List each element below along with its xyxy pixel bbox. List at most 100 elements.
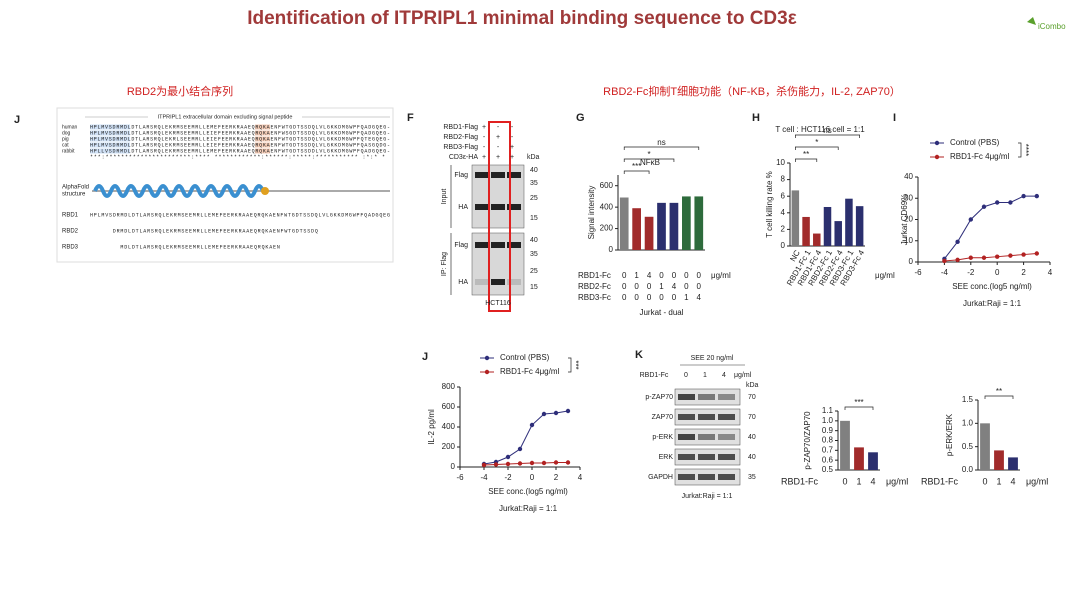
y-tick-label: 0.5 bbox=[962, 442, 974, 451]
series-point bbox=[505, 461, 511, 467]
species: rabbit bbox=[62, 148, 75, 154]
species: cat bbox=[62, 142, 69, 148]
species: human bbox=[62, 124, 78, 130]
y-tick-label: 400 bbox=[442, 422, 456, 431]
sig-bracket bbox=[623, 170, 650, 174]
construct-name: RBD1 bbox=[62, 213, 79, 219]
section-title: RBD2-Fc抑制T细胞功能（NF-KB，杀伤能力，IL-2, ZAP70） bbox=[603, 84, 901, 98]
blot-sign: - bbox=[511, 124, 514, 131]
row-value: 0 bbox=[672, 271, 677, 280]
blot-band bbox=[698, 414, 715, 420]
row-value: 1 bbox=[659, 282, 664, 291]
alignment-header: ITPRIPL1 extracellular domain excluding … bbox=[158, 114, 293, 120]
blot-band-label: ERK bbox=[659, 454, 674, 461]
row-value: 0 bbox=[634, 282, 639, 291]
sig-label: ns bbox=[657, 138, 665, 147]
blot-band-label: p-ZAP70 bbox=[645, 394, 673, 401]
blot-band bbox=[475, 204, 489, 210]
series-point bbox=[1021, 252, 1026, 257]
panel-letter: J bbox=[422, 351, 428, 363]
blot-band-label: GAPDH bbox=[648, 474, 673, 481]
conservation-shade bbox=[255, 130, 270, 136]
x-tick-label: 4 bbox=[578, 473, 583, 482]
blot-band bbox=[491, 204, 505, 210]
legend-marker bbox=[934, 140, 940, 146]
y-tick-label: 2 bbox=[781, 225, 786, 234]
sig-label: * bbox=[648, 150, 651, 159]
bar bbox=[682, 196, 691, 250]
alignment-box bbox=[56, 107, 394, 263]
sig-label: *** bbox=[571, 360, 580, 369]
construct-name: RBD3 bbox=[62, 245, 79, 251]
blot-sign: - bbox=[497, 124, 500, 131]
x-tick-label: 0 bbox=[995, 268, 1000, 277]
bar bbox=[632, 208, 641, 250]
blot-band bbox=[475, 242, 489, 248]
panel-letter: J bbox=[14, 114, 20, 126]
blot-band-label: ZAP70 bbox=[652, 414, 674, 421]
blot-band bbox=[678, 434, 695, 440]
sequence: HPLMVSDRMDLDTLARSRQLEKRMSEEMRLLEIEFEERKR… bbox=[90, 130, 390, 136]
panel-letter: I bbox=[893, 112, 896, 124]
blot-band bbox=[678, 394, 695, 400]
blot-band bbox=[698, 454, 715, 460]
series-point bbox=[995, 254, 1000, 259]
x-tick-label: -4 bbox=[941, 268, 949, 277]
y-tick-label: 200 bbox=[442, 442, 456, 451]
blot-sign: - bbox=[497, 144, 500, 151]
y-tick-label: 4 bbox=[781, 208, 786, 217]
blot-sign: - bbox=[511, 134, 514, 141]
y-tick-label: 1.1 bbox=[822, 406, 834, 415]
blot-row-label: RBD1-Flag bbox=[443, 124, 478, 131]
blot-marker: 25 bbox=[530, 268, 538, 275]
panel-letter: G bbox=[576, 112, 585, 124]
sig-label: ** bbox=[996, 387, 1002, 396]
row-value: 4 bbox=[672, 282, 677, 291]
series-point bbox=[541, 460, 547, 466]
blot-sign: - bbox=[483, 134, 486, 141]
conservation-shade bbox=[255, 142, 270, 148]
y-tick-label: 0.6 bbox=[822, 455, 834, 464]
y-tick-label: 0.7 bbox=[822, 445, 834, 454]
conservation-shade bbox=[255, 136, 270, 142]
x-tick-label: -2 bbox=[504, 473, 512, 482]
y-tick-label: 10 bbox=[776, 158, 785, 167]
blot-band bbox=[507, 279, 521, 285]
y-tick-label: 0.9 bbox=[822, 426, 834, 435]
bar bbox=[994, 450, 1004, 470]
series-point bbox=[505, 454, 511, 460]
x-tick-label: 2 bbox=[1021, 268, 1026, 277]
blot-group: Input bbox=[441, 189, 448, 205]
caption: Jurkat:Raji = 1:1 bbox=[963, 299, 1022, 308]
conservation-shade bbox=[90, 136, 130, 142]
bar bbox=[619, 197, 629, 250]
sig-bracket bbox=[623, 158, 675, 162]
blot-band bbox=[698, 474, 715, 480]
blot-band bbox=[718, 434, 735, 440]
series-point bbox=[553, 410, 559, 416]
blot-band bbox=[507, 242, 521, 248]
y-tick-label: 8 bbox=[781, 175, 786, 184]
blot-cell: HCT116 bbox=[485, 300, 511, 307]
series-point bbox=[995, 200, 1000, 205]
row-value: 0 bbox=[634, 293, 639, 302]
series-point bbox=[1008, 253, 1013, 258]
bar bbox=[855, 206, 864, 246]
structure-label: structure bbox=[62, 192, 86, 198]
y-axis-label: Signal intensity bbox=[587, 186, 596, 240]
blot-marker: 35 bbox=[748, 474, 756, 481]
blot-band bbox=[491, 172, 505, 178]
blot-kda: kDa bbox=[527, 154, 540, 161]
series-point bbox=[1034, 251, 1040, 256]
x-tick-label: 4 bbox=[1048, 268, 1053, 277]
series-point bbox=[553, 460, 559, 465]
blot-unit: μg/ml bbox=[734, 372, 752, 379]
series-point bbox=[981, 255, 987, 260]
x-axis-label: RBD1-Fc bbox=[921, 476, 959, 486]
blot-marker: 40 bbox=[748, 434, 756, 441]
bar bbox=[644, 216, 654, 250]
blot-sign: - bbox=[483, 144, 486, 151]
row-value: 0 bbox=[622, 282, 627, 291]
panel-letter: H bbox=[752, 112, 760, 124]
series-point bbox=[493, 462, 499, 467]
